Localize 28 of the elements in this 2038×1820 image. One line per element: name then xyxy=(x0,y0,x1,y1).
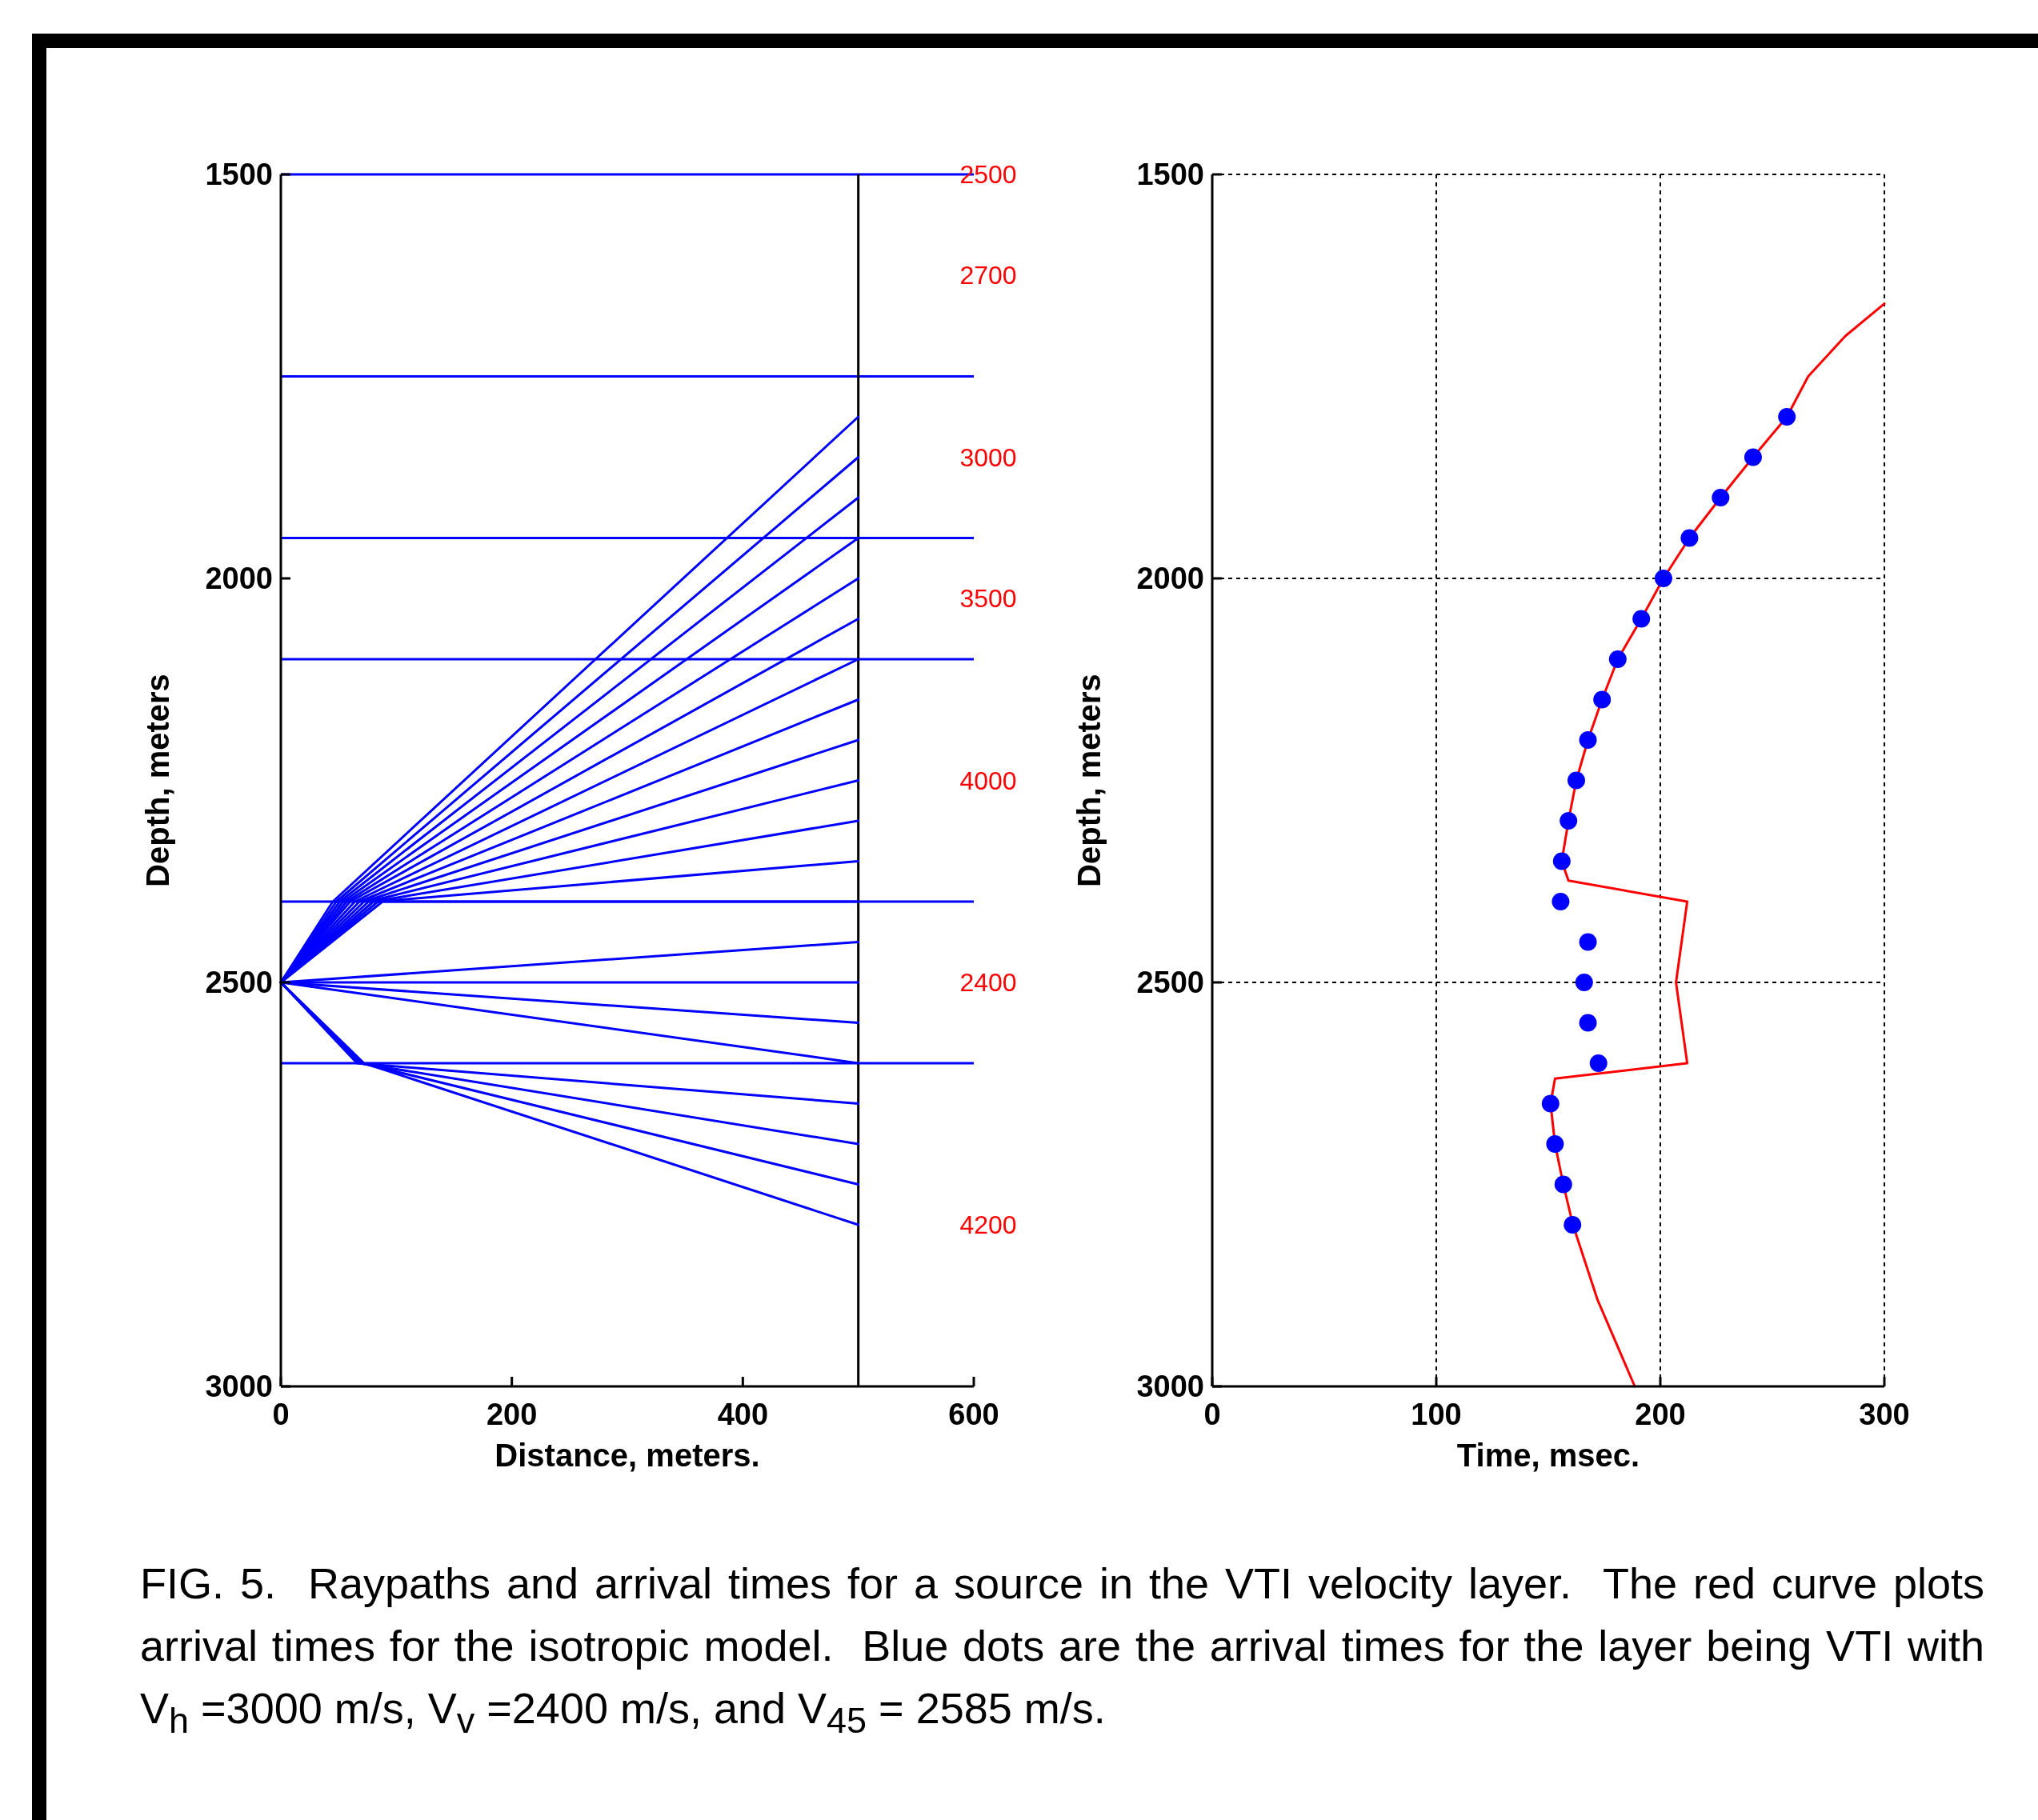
annotation: 4000 xyxy=(959,766,1017,795)
y-axis-title: Depth, meters xyxy=(140,674,175,887)
x-tick-label: 0 xyxy=(1203,1398,1221,1431)
annotation: 2400 xyxy=(959,968,1017,998)
x-axis-title: Time, msec. xyxy=(1456,1438,1640,1473)
y-tick-label: 2000 xyxy=(205,562,273,596)
x-tick-label: 300 xyxy=(1859,1398,1910,1431)
annotation: 4200 xyxy=(959,1210,1017,1240)
x-tick-label: 100 xyxy=(1411,1398,1462,1431)
text: FIG. 5. Raypaths and arrival times for a source in the VTI velocity layer. The red curve plots arrival times for the isotropic model. Blue dots are the arrival times for the layer being VTI with V$_{h}$ =3000 m/s, V$_{v}$ =2400 m/s, and V$_{45}$ = 2585 m/s. xyxy=(140,1559,1984,1741)
y-tick-label: 2000 xyxy=(1136,562,1204,596)
y-tick-label: 3000 xyxy=(1136,1370,1204,1404)
x-tick-label: 600 xyxy=(948,1398,999,1431)
x-tick-label: 200 xyxy=(486,1398,538,1431)
annotation: 2500 xyxy=(959,160,1017,190)
y-axis-title: Depth, meters xyxy=(1071,674,1107,887)
y-tick-label: 1500 xyxy=(205,158,273,192)
y-tick-label: 2500 xyxy=(205,966,273,1000)
x-tick-label: 200 xyxy=(1635,1398,1686,1431)
y-tick-label: 2500 xyxy=(1136,966,1204,1000)
x-tick-label: 0 xyxy=(272,1398,290,1431)
y-tick-label: 3000 xyxy=(205,1370,273,1404)
x-tick-label: 400 xyxy=(717,1398,769,1431)
annotation: 3000 xyxy=(959,442,1017,472)
y-tick-label: 1500 xyxy=(1136,158,1204,192)
annotation: 3500 xyxy=(959,584,1017,614)
annotation: 2700 xyxy=(959,261,1017,290)
x-axis-title: Distance, meters. xyxy=(494,1438,760,1473)
